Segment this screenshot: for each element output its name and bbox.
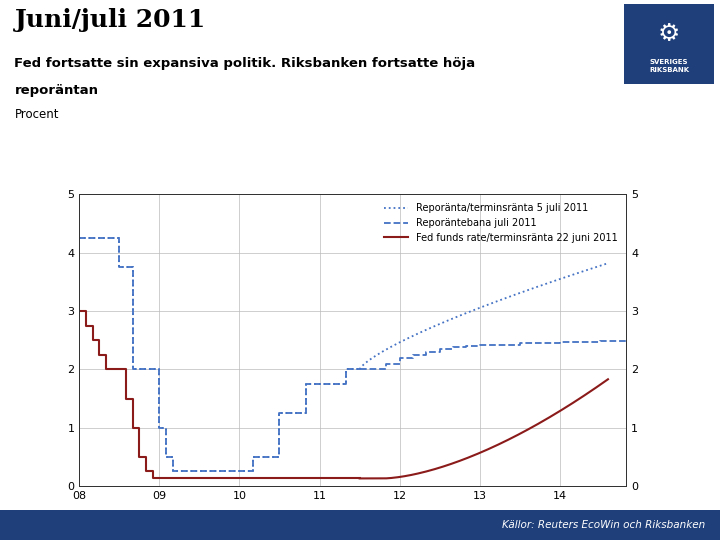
Text: SVERIGES
RIKSBANK: SVERIGES RIKSBANK: [649, 59, 689, 73]
Text: Procent: Procent: [14, 108, 59, 121]
Text: ⚙: ⚙: [658, 22, 680, 46]
Text: Fed fortsatte sin expansiva politik. Riksbanken fortsatte höja: Fed fortsatte sin expansiva politik. Rik…: [14, 57, 475, 70]
Text: Juni/juli 2011: Juni/juli 2011: [14, 8, 206, 32]
Text: Källor: Reuters EcoWin och Riksbanken: Källor: Reuters EcoWin och Riksbanken: [503, 520, 706, 530]
Text: reporäntan: reporäntan: [14, 84, 99, 97]
Legend: Reporänta/terminsränta 5 juli 2011, Reporäntebana juli 2011, Fed funds rate/term: Reporänta/terminsränta 5 juli 2011, Repo…: [380, 199, 621, 247]
